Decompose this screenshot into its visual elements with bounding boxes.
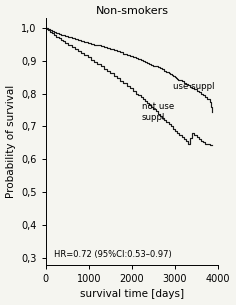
Y-axis label: Probability of survival: Probability of survival <box>6 85 16 198</box>
X-axis label: survival time [days]: survival time [days] <box>80 289 184 300</box>
Text: not use
suppl: not use suppl <box>142 102 174 122</box>
Text: use suppl: use suppl <box>173 82 214 91</box>
Title: Non-smokers: Non-smokers <box>95 5 169 16</box>
Text: HR=0.72 (95%CI:0.53–0.97): HR=0.72 (95%CI:0.53–0.97) <box>54 250 172 259</box>
